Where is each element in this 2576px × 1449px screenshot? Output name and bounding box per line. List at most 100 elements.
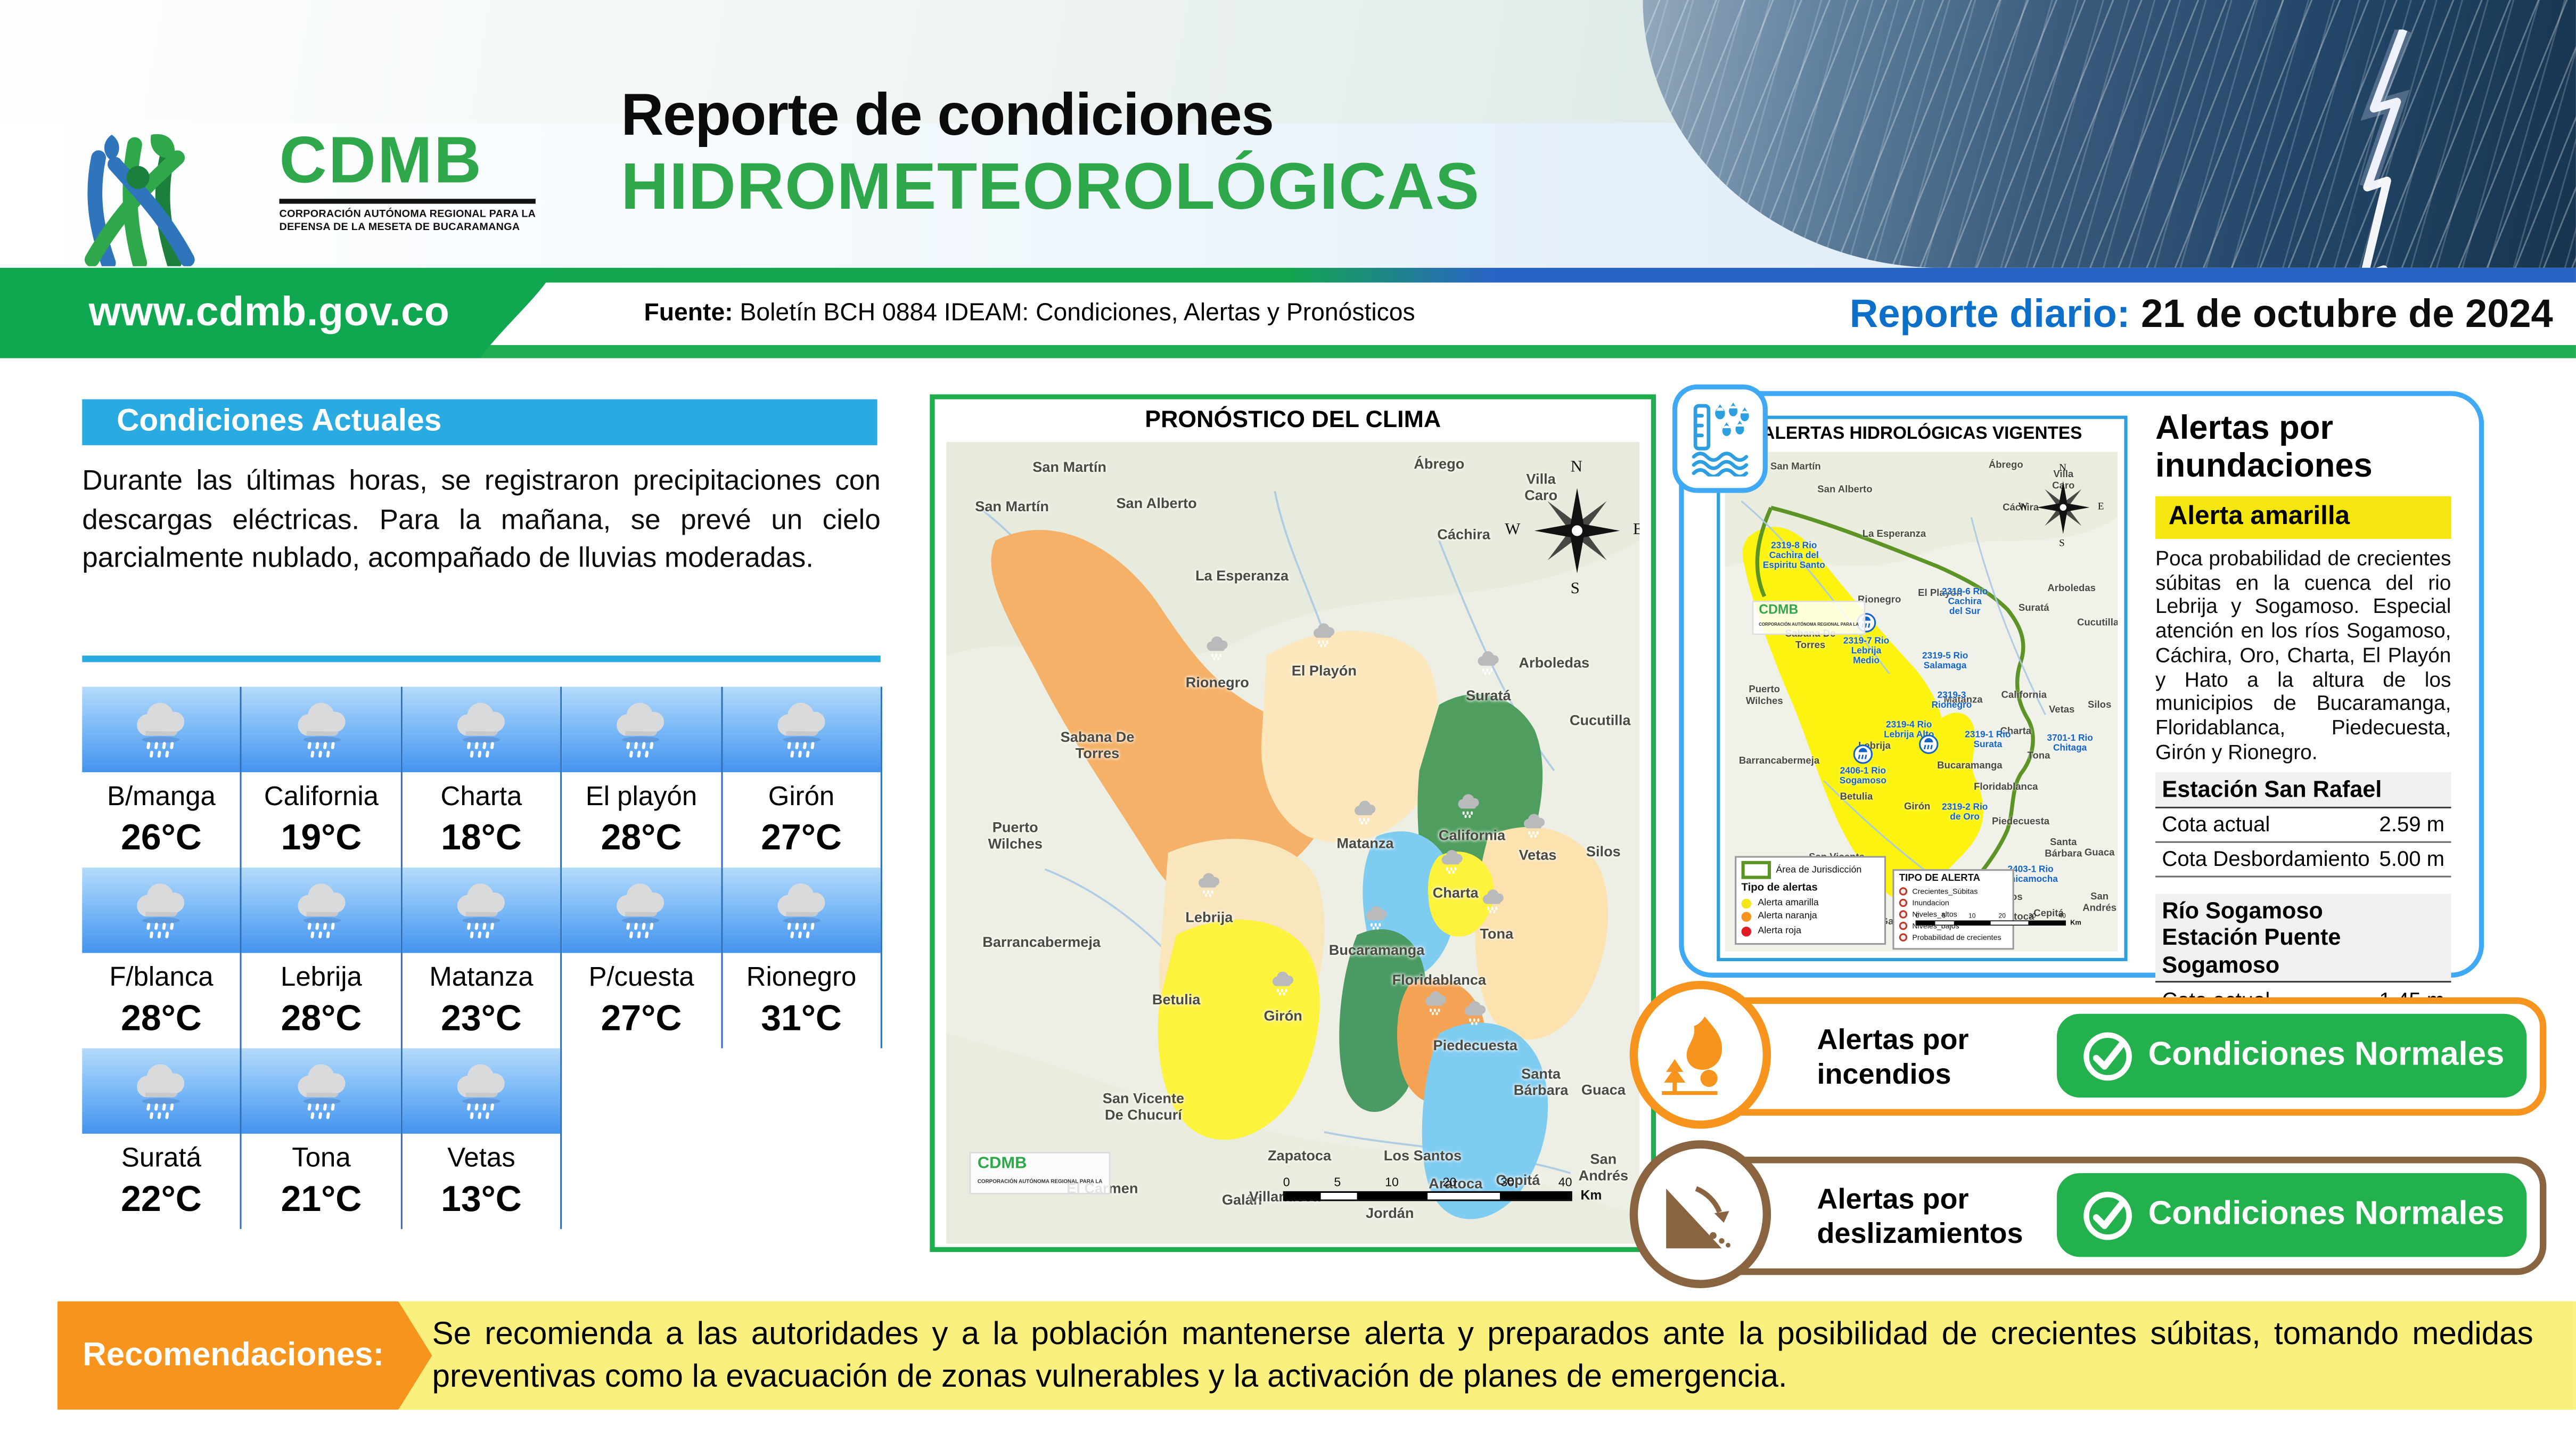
recommendations-text: Se recomienda a las autoridades y a la p… bbox=[432, 1316, 2533, 1395]
map-place-label: Betulia bbox=[1152, 991, 1201, 1008]
rain-cloud-icon bbox=[402, 867, 561, 953]
website-link[interactable]: www.cdmb.gov.co bbox=[0, 268, 555, 358]
river-station-label: 2406-1 Rio Sogamoso bbox=[1839, 767, 1886, 787]
scale-tick: 0 bbox=[1283, 1175, 1290, 1190]
weather-cell: El playón 28°C bbox=[562, 686, 723, 868]
legend-color-dot bbox=[1741, 898, 1752, 908]
weather-city: Matanza bbox=[429, 963, 534, 993]
map-place-label: California bbox=[2001, 691, 2047, 701]
compass-e: E bbox=[1633, 521, 1639, 539]
legend-item-label: Alerta amarilla bbox=[1758, 898, 1819, 908]
jurisdiction-label: Área de Jurisdicción bbox=[1776, 865, 1862, 875]
rain-station-icon bbox=[1919, 733, 1939, 763]
rain-cloud-icon bbox=[1455, 793, 1482, 826]
map-place-label: Arboledas bbox=[1519, 654, 1590, 671]
rain-cloud-icon bbox=[1422, 990, 1449, 1024]
check-circle-icon bbox=[2083, 1191, 2131, 1240]
scale-tick: 10 bbox=[1385, 1175, 1399, 1190]
map-place-label: San Martín bbox=[975, 498, 1049, 515]
map-place-label: Ábrego bbox=[1414, 455, 1465, 472]
river-station-label: 2319-7 Rio Lebrija Medio bbox=[1843, 637, 1890, 667]
fire-status-text: Condiciones Normales bbox=[2148, 1036, 2505, 1073]
legend-item-label: Alerta roja bbox=[1758, 926, 1801, 936]
map-place-label: Jordán bbox=[1365, 1205, 1414, 1222]
scale-tick: 40 bbox=[1558, 1175, 1572, 1190]
website-url[interactable]: www.cdmb.gov.co bbox=[88, 289, 450, 335]
alert-level-badge: Alerta amarilla bbox=[2155, 496, 2451, 539]
map-place-label: Puerto Wilches bbox=[988, 818, 1043, 852]
rain-cloud-icon bbox=[722, 686, 881, 773]
map-place-label: Bucaramanga bbox=[1328, 942, 1425, 959]
legend-color-dot bbox=[1741, 912, 1752, 922]
cdmb-acronym: CDMB bbox=[279, 125, 483, 198]
map-place-label: Charta bbox=[2000, 727, 2032, 738]
logo-org-line1: CORPORACIÓN AUTÓNOMA REGIONAL PARA LA bbox=[279, 208, 536, 220]
rain-station-icon bbox=[1853, 743, 1873, 773]
scale-ticks: 0 5 10 20 30 40 bbox=[1283, 1175, 1572, 1190]
fire-alerts-banner: Alertas por incendios Condiciones Normal… bbox=[1629, 980, 2547, 1129]
compass-s: S bbox=[2059, 538, 2065, 550]
map-place-label: Villa Caro bbox=[1524, 470, 1558, 503]
scale-tick: 30 bbox=[1500, 1175, 1514, 1190]
forecast-map-title: PRONÓSTICO DEL CLIMA bbox=[1145, 407, 1441, 434]
source-label: Fuente: bbox=[644, 299, 733, 327]
legend-icon-dot bbox=[1899, 887, 1908, 896]
map-place-label: La Esperanza bbox=[1862, 530, 1926, 541]
weather-city: P/cuesta bbox=[588, 963, 694, 993]
legend-item: Niveles_altos bbox=[1899, 910, 2008, 919]
forecast-map: San Martín San Martín San Alberto Ábrego Vil… bbox=[946, 441, 1640, 1244]
rain-cloud-icon bbox=[1521, 813, 1548, 846]
map-place-label: Girón bbox=[1904, 803, 1931, 813]
rain-cloud-icon bbox=[1479, 889, 1507, 922]
legend-color-dot bbox=[1741, 926, 1752, 936]
map-place-label: San Vicente De Chucurí bbox=[1102, 1090, 1185, 1123]
landslide-status-button: Condiciones Normales bbox=[2056, 1173, 2527, 1257]
river-station-label: 2319-1 Rio Surata bbox=[1965, 731, 2011, 751]
map-place-label: Guaca bbox=[1581, 1081, 1626, 1098]
forecast-map-box: PRONÓSTICO DEL CLIMA bbox=[930, 394, 1656, 1252]
weather-temp: 19°C bbox=[281, 816, 362, 858]
map-place-label: Rionegro bbox=[1185, 674, 1249, 691]
station-row-value: 5.00 m bbox=[2379, 846, 2445, 872]
weather-cell: Lebrija 28°C bbox=[242, 867, 403, 1049]
lightning-icon bbox=[2359, 29, 2411, 268]
hydro-alerts-panel: ALERTAS HIDROLÓGICAS VIGENTES bbox=[1679, 391, 2484, 1052]
scale-tick: 5 bbox=[1942, 912, 1946, 920]
weather-city: El playón bbox=[585, 782, 698, 812]
map-place-label: Matanza bbox=[1943, 696, 1983, 706]
map-place-label: Cepitá bbox=[1496, 1172, 1540, 1189]
weather-city: Vetas bbox=[447, 1143, 515, 1173]
source-text: Boletín BCH 0884 IDEAM: Condiciones, Ale… bbox=[733, 299, 1415, 327]
map-place-label: Suratá bbox=[1466, 687, 1511, 704]
weather-cell: B/manga 26°C bbox=[82, 686, 242, 868]
map-place-label: San Martín bbox=[1032, 459, 1106, 476]
weather-city: Girón bbox=[768, 782, 835, 812]
weather-city: Lebrija bbox=[281, 963, 362, 993]
map-place-label: Cáchira bbox=[1437, 526, 1490, 543]
map-place-label: El Playón bbox=[1291, 662, 1357, 679]
map-place-label: Cáchira bbox=[2003, 504, 2039, 514]
map-place-label: Charta bbox=[1432, 884, 1479, 901]
legend-item-label: Probabilidad de crecientes bbox=[1912, 933, 2001, 942]
rain-cloud-icon bbox=[1474, 651, 1502, 684]
map-place-label: San Alberto bbox=[1817, 486, 1873, 496]
weather-cell: Matanza 23°C bbox=[402, 867, 562, 1049]
weather-city: B/manga bbox=[107, 782, 216, 812]
hydro-map-shapes bbox=[1725, 452, 2118, 952]
legend-icon-dot bbox=[1899, 910, 1908, 919]
legend-icon-dot bbox=[1899, 898, 1908, 907]
landslide-status-text: Condiciones Normales bbox=[2148, 1196, 2505, 1233]
source-note: Fuente: Boletín BCH 0884 IDEAM: Condicio… bbox=[644, 299, 1415, 327]
alert-type-legend: Área de Jurisdicción Tipo de alertas Ale… bbox=[1735, 856, 1886, 945]
alert-legend-title: Tipo de alertas bbox=[1741, 882, 1818, 894]
weather-cell: Rionegro 31°C bbox=[722, 867, 882, 1049]
map-place-label: La Esperanza bbox=[1195, 567, 1289, 584]
compass-rose: N S E W bbox=[1505, 459, 1639, 598]
scale-tick: 30 bbox=[2029, 912, 2036, 920]
hydro-map-box: ALERTAS HIDROLÓGICAS VIGENTES bbox=[1717, 415, 2128, 961]
weather-grid: B/manga 26°C bbox=[82, 686, 882, 1229]
condiciones-actuales-header: Condiciones Actuales bbox=[82, 399, 877, 446]
map-place-label: Girón bbox=[1264, 1007, 1302, 1024]
weather-temp: 23°C bbox=[441, 997, 522, 1038]
compass-n: N bbox=[1570, 458, 1582, 477]
